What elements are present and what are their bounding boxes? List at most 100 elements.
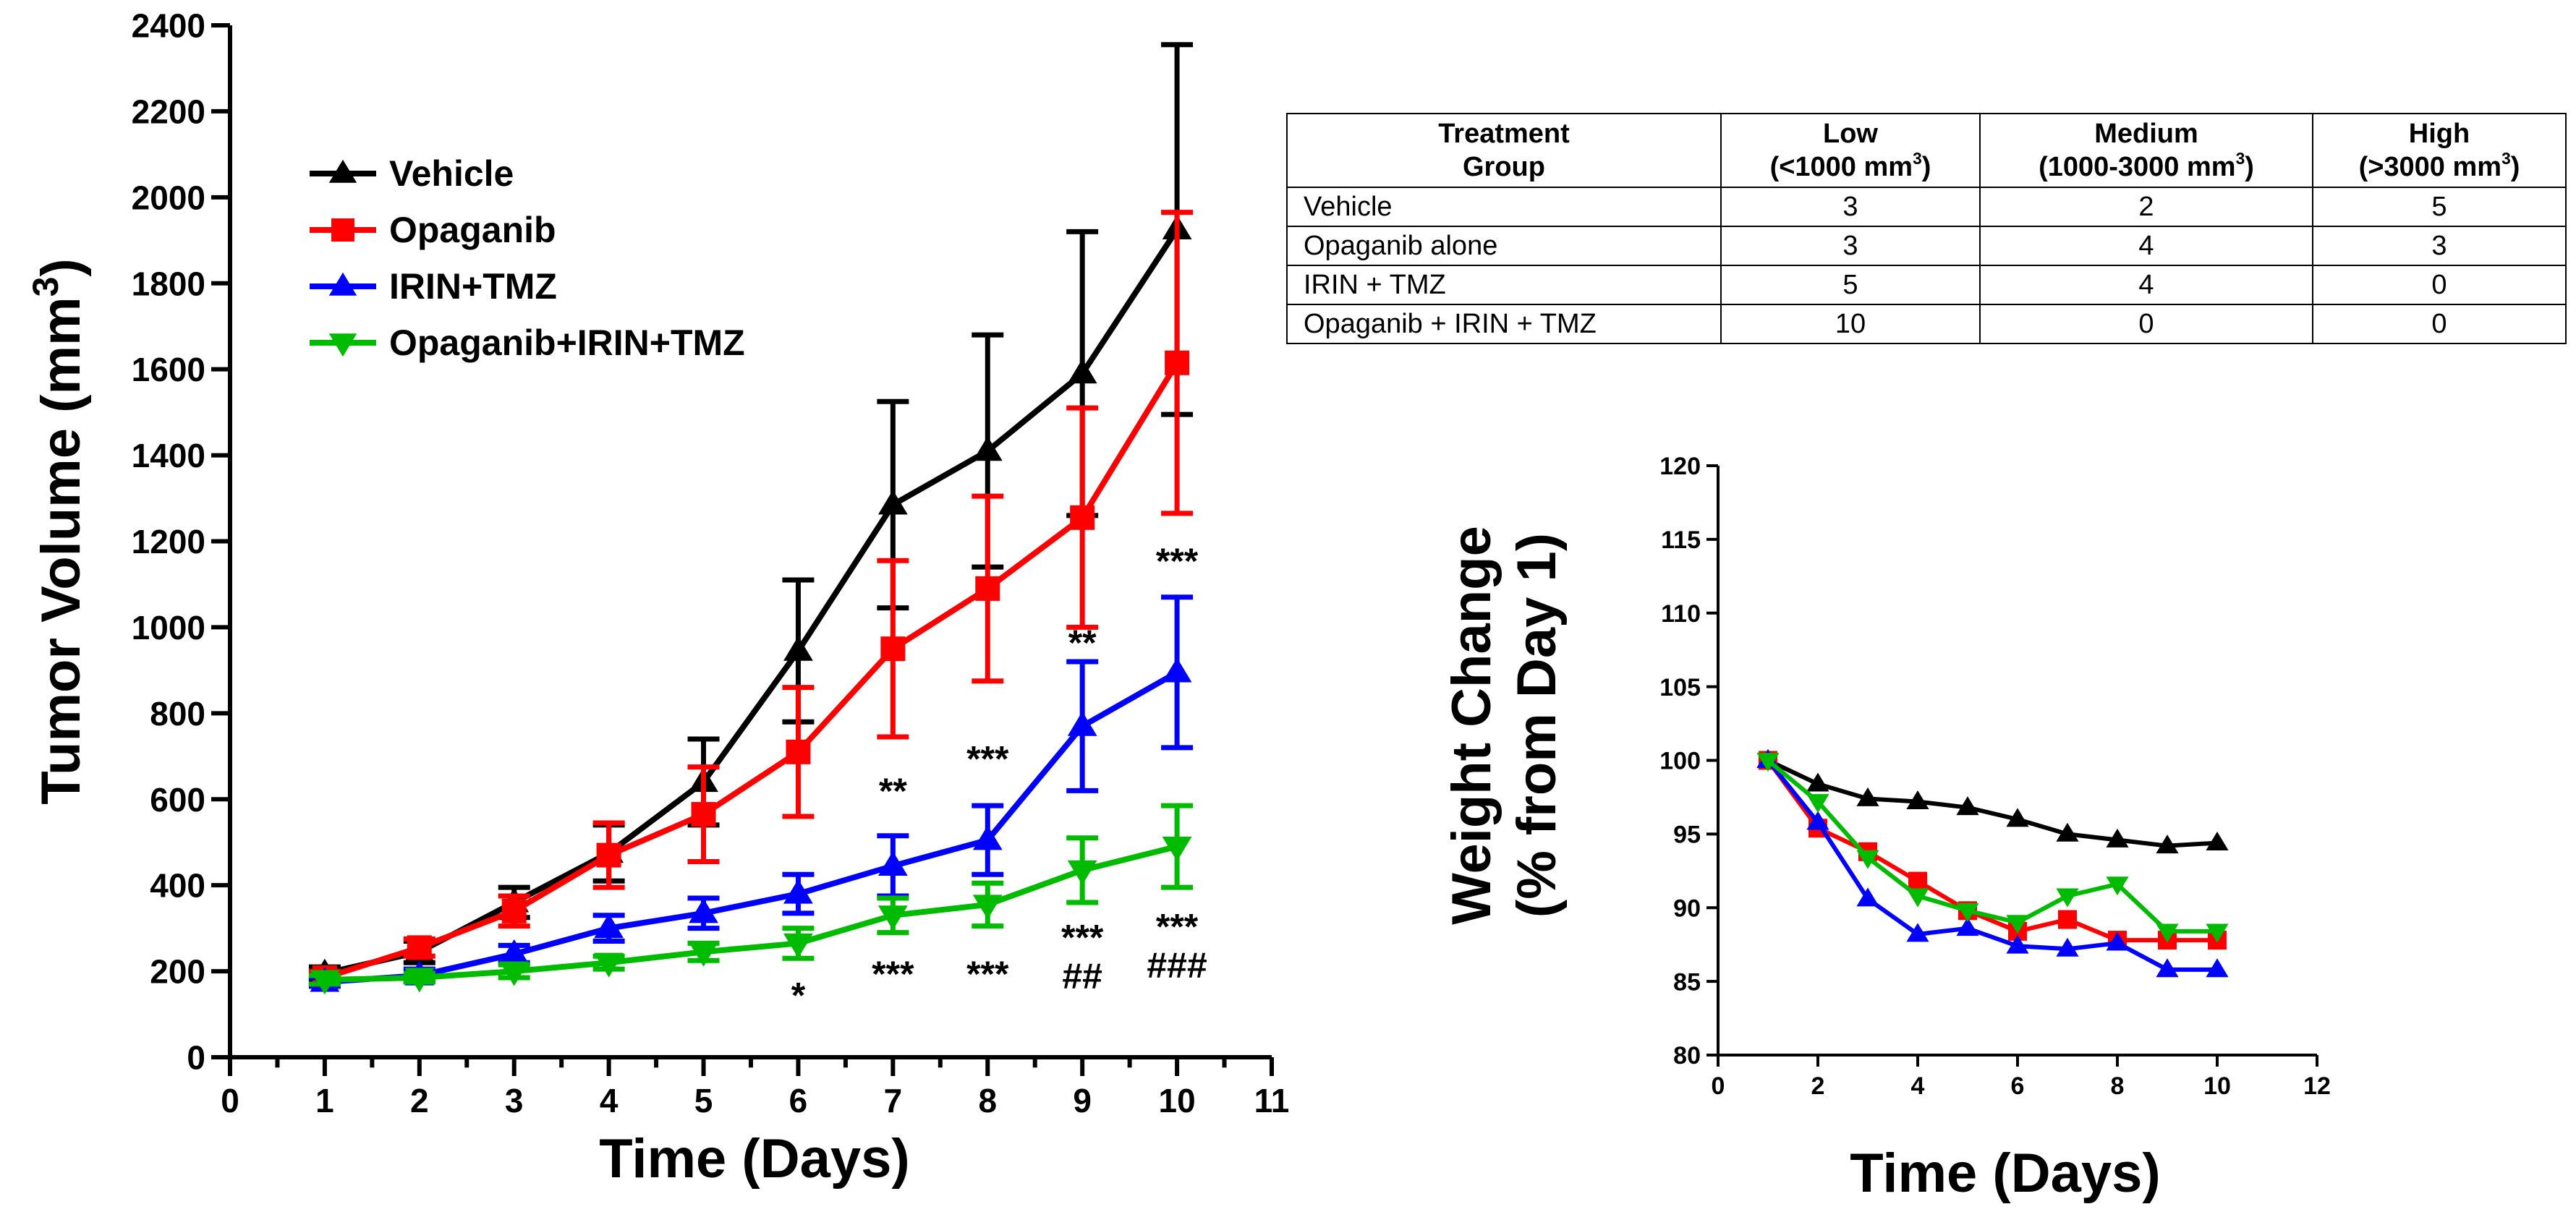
y-tick-label: 600 [150, 781, 205, 819]
table-cell-group: Vehicle [1286, 187, 1722, 227]
x-tick-label: 10 [2203, 1072, 2231, 1100]
data-point [2058, 910, 2077, 929]
data-point [404, 968, 435, 993]
table-cell-high: 0 [2312, 304, 2567, 344]
data-point [1067, 359, 1097, 384]
data-point [1756, 753, 1780, 772]
data-point [786, 739, 811, 764]
data-point [972, 895, 1003, 920]
data-point [2056, 822, 2079, 842]
data-point [2106, 828, 2129, 848]
significance-marker: *** [872, 954, 914, 994]
data-point [2156, 958, 2179, 978]
data-point [1906, 923, 1929, 942]
data-point [783, 933, 813, 958]
data-point [1806, 772, 1829, 792]
chart2-xlabel: Time (Days) [1850, 1143, 2160, 1204]
legend-marker [331, 218, 354, 242]
y-tick-label: 100 [1659, 748, 1701, 775]
table-cell-medium: 0 [1979, 304, 2313, 344]
legend-entry: IRIN+TMZ [389, 266, 557, 307]
table-cell-low: 3 [1720, 226, 1981, 266]
data-point [1906, 888, 1929, 908]
data-point [2056, 888, 2079, 908]
table-cell-group: Opaganib alone [1286, 226, 1722, 266]
legend-entry: Vehicle [389, 153, 514, 194]
data-point [1806, 811, 1829, 830]
series-line [1766, 759, 2217, 943]
significance-marker: *** [1156, 541, 1199, 581]
significance-marker: ### [1147, 945, 1207, 986]
data-point [594, 913, 624, 939]
x-tick-label: 11 [1254, 1082, 1290, 1119]
data-point [596, 842, 621, 868]
table-header-cell: Low (<1000 mm3) [1720, 113, 1981, 188]
data-point [1806, 794, 1829, 814]
data-point [1908, 871, 1927, 891]
series-opaganib-irin-tmz [308, 803, 1194, 995]
x-tick-label: 0 [1712, 1072, 1725, 1100]
data-point [1162, 837, 1192, 862]
series-line [1766, 759, 2217, 972]
x-tick-label: 2 [1811, 1072, 1825, 1100]
data-point [1162, 657, 1192, 683]
data-point [877, 490, 908, 515]
x-tick-label: 9 [1073, 1082, 1092, 1119]
x-tick-label: 3 [505, 1082, 524, 1119]
significance-marker: *** [1156, 906, 1199, 947]
chart2-ylabel-line2: (% from Day 1) [1506, 533, 1568, 918]
series-line [323, 361, 1180, 981]
x-tick-label: 8 [2111, 1072, 2125, 1100]
y-tick-label: 105 [1659, 674, 1701, 701]
x-tick-label: 12 [2303, 1072, 2331, 1100]
y-tick-label: 2400 [132, 7, 205, 45]
data-point [310, 970, 340, 995]
data-point [1856, 787, 1879, 806]
table-cell-group: IRIN + TMZ [1286, 265, 1722, 305]
series-line [1767, 758, 2218, 848]
data-point [1906, 790, 1929, 809]
table-cell-low: 5 [1720, 265, 1981, 305]
data-point [972, 825, 1003, 850]
y-tick-label: 1200 [132, 523, 205, 560]
data-point [1956, 796, 1979, 816]
table-cell-medium: 4 [1979, 226, 2313, 266]
data-point [499, 961, 530, 986]
table-cell-low: 10 [1720, 304, 1981, 344]
table-cell-high: 0 [2312, 265, 2567, 305]
y-tick-label: 110 [1661, 600, 1701, 628]
data-point [689, 942, 718, 967]
y-tick-label: 400 [150, 867, 205, 905]
series-line [324, 670, 1179, 985]
x-tick-label: 7 [884, 1082, 903, 1119]
data-point [2056, 937, 2079, 957]
data-point [2106, 876, 2129, 896]
table-cell-low: 3 [1720, 187, 1981, 227]
legend-marker [328, 159, 357, 183]
data-point [2156, 835, 2179, 854]
data-point [691, 802, 716, 827]
y-tick-label: 1600 [132, 351, 205, 388]
treatment-group-table: Treatment Group Low (<1000 mm3) Medium (100… [1286, 113, 2567, 344]
data-point [877, 851, 908, 876]
data-point [1067, 860, 1097, 885]
data-point [2106, 931, 2129, 951]
legend-marker [328, 272, 357, 296]
series-opaganib-irin-tmz [1756, 753, 2229, 943]
significance-marker: ** [1068, 623, 1097, 663]
y-tick-label: 90 [1673, 895, 1701, 922]
data-point [1067, 711, 1097, 736]
data-point [2206, 923, 2229, 943]
y-tick-label: 85 [1673, 968, 1701, 996]
data-point [877, 905, 908, 931]
table-cell-high: 5 [2312, 187, 2567, 227]
y-tick-label: 800 [150, 695, 205, 733]
data-point [407, 935, 432, 960]
y-tick-label: 1000 [132, 609, 205, 646]
series-line [1767, 759, 2217, 934]
y-tick-label: 2000 [132, 179, 205, 216]
x-tick-label: 1 [315, 1082, 334, 1119]
